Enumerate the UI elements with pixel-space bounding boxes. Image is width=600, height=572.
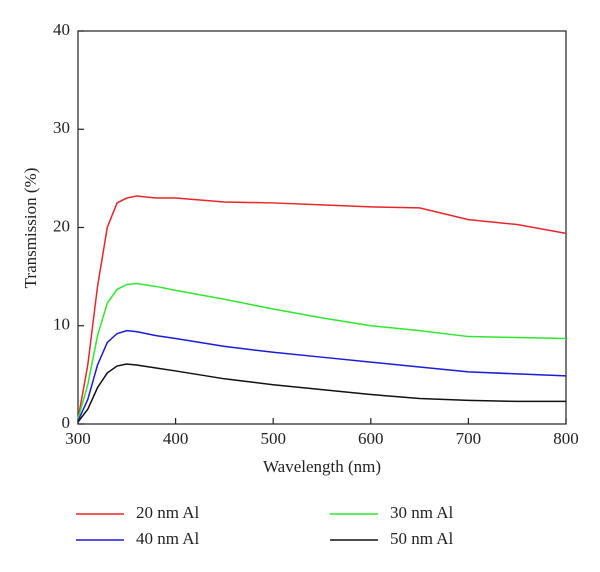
legend-label: 20 nm Al xyxy=(136,503,200,522)
legend-label: 50 nm Al xyxy=(390,529,454,548)
x-axis-label: Wavelength (nm) xyxy=(263,457,381,476)
series-line xyxy=(77,363,566,423)
y-tick-label: 40 xyxy=(53,20,70,39)
y-tick-label: 10 xyxy=(53,315,70,334)
series-line xyxy=(77,329,567,422)
series-line xyxy=(77,195,567,420)
series-line xyxy=(77,282,567,420)
legend-label: 30 nm Al xyxy=(390,503,454,522)
x-tick-label: 600 xyxy=(358,429,384,448)
x-tick-label: 800 xyxy=(553,429,579,448)
legend-label: 40 nm Al xyxy=(136,529,200,548)
x-tick-label: 700 xyxy=(456,429,482,448)
x-tick-label: 500 xyxy=(260,429,286,448)
y-axis-label: Transmission (%) xyxy=(21,168,40,289)
x-tick-label: 400 xyxy=(163,429,189,448)
y-tick-label: 30 xyxy=(53,118,70,137)
y-tick-label: 0 xyxy=(62,413,71,432)
y-tick-label: 20 xyxy=(53,216,70,235)
plot-frame xyxy=(77,30,567,425)
x-tick-label: 300 xyxy=(65,429,91,448)
